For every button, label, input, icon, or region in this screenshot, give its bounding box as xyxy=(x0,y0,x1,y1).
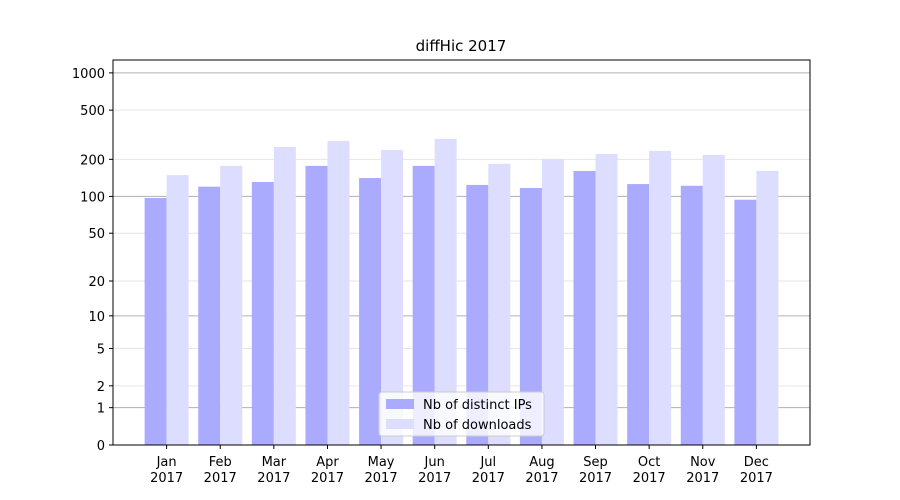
bar xyxy=(573,170,596,445)
y-tick-label: 1000 xyxy=(72,67,105,82)
x-tick-label: Feb xyxy=(209,455,232,470)
x-tick-label: 2017 xyxy=(311,471,344,486)
x-tick-label: Oct xyxy=(638,455,660,470)
bar xyxy=(541,159,564,445)
legend-box xyxy=(378,391,545,437)
x-tick-label: Jul xyxy=(479,455,496,470)
y-tick-label: 50 xyxy=(88,227,105,242)
bar xyxy=(702,154,725,445)
bar xyxy=(359,178,382,446)
y-tick-label: 200 xyxy=(80,153,105,168)
legend-label: Nb of distinct IPs xyxy=(423,398,532,413)
legend-label: Nb of downloads xyxy=(423,418,532,433)
legend: Nb of distinct IPs Nb of downloads xyxy=(378,391,545,437)
bar xyxy=(198,186,221,445)
bar xyxy=(434,138,457,446)
x-tick-label: Jun xyxy=(424,455,445,470)
bar xyxy=(734,199,757,445)
bar xyxy=(466,184,489,445)
x-tick-label: 2017 xyxy=(472,471,505,486)
bar xyxy=(488,163,511,445)
bar xyxy=(680,185,703,446)
x-tick-label: 2017 xyxy=(257,471,290,486)
bar xyxy=(144,198,167,445)
bar xyxy=(519,188,542,445)
x-tick-label: 2017 xyxy=(150,471,183,486)
bar xyxy=(305,165,328,445)
x-tick-label: 2017 xyxy=(204,471,237,486)
y-tick-label: 1 xyxy=(97,402,105,417)
axes-frame xyxy=(112,59,811,446)
bar xyxy=(627,184,650,446)
bar xyxy=(251,181,274,445)
x-tick-label: 2017 xyxy=(525,471,558,486)
bar xyxy=(381,150,404,445)
bar xyxy=(327,140,350,446)
y-tick-label: 5 xyxy=(97,342,105,357)
y-tick-label: 20 xyxy=(88,275,105,290)
x-tick-label: 2017 xyxy=(686,471,719,486)
y-tick-label: 100 xyxy=(80,190,105,205)
x-tick-label: 2017 xyxy=(418,471,451,486)
x-tick-label: May xyxy=(368,455,395,470)
bar xyxy=(166,175,189,445)
bar xyxy=(649,150,672,445)
x-tick-label: Aug xyxy=(529,455,554,470)
x-tick-label: Sep xyxy=(583,455,608,470)
legend-swatch xyxy=(386,419,414,429)
x-tick-label: 2017 xyxy=(633,471,666,486)
bar xyxy=(595,153,618,446)
y-tick-label: 0 xyxy=(97,439,105,454)
x-tick-label: Apr xyxy=(316,455,339,470)
x-tick-label: Mar xyxy=(262,455,287,470)
x-tick-label: 2017 xyxy=(740,471,773,486)
x-tick-label: Dec xyxy=(744,455,769,470)
x-tick-label: Jan xyxy=(156,455,177,470)
x-tick-label: 2017 xyxy=(579,471,612,486)
bar xyxy=(220,165,243,445)
y-tick-label: 500 xyxy=(80,104,105,119)
x-tick-label: 2017 xyxy=(365,471,398,486)
legend-swatch xyxy=(386,399,414,409)
bar xyxy=(412,165,435,445)
y-tick-label: 10 xyxy=(88,310,105,325)
bar xyxy=(756,170,779,445)
y-tick-label: 2 xyxy=(97,380,105,395)
x-tick-label: Nov xyxy=(690,455,716,470)
bar xyxy=(273,146,296,445)
chart-title: diffHic 2017 xyxy=(416,37,507,55)
